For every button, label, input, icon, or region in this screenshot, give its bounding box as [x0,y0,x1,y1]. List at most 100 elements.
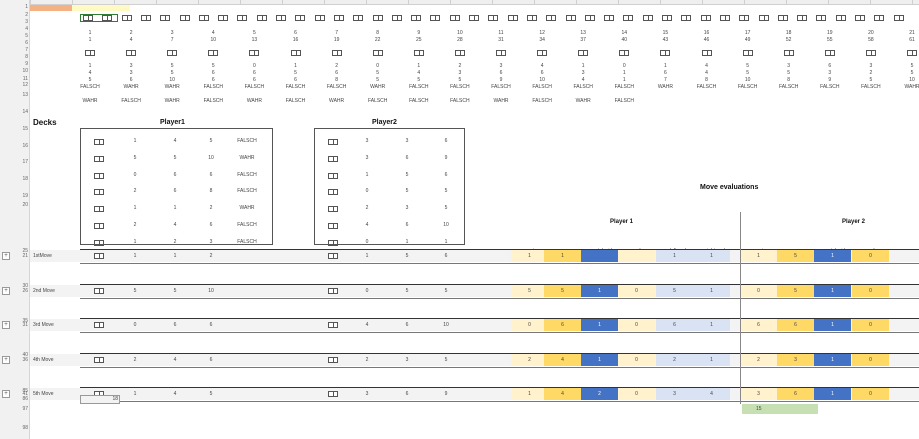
domino-tile-icon [893,15,904,21]
eval-p1-cell[interactable]: 4 [544,354,581,366]
eval-p2-cell[interactable]: 0 [852,250,889,262]
player1-deck-value: 1 [133,138,137,144]
player1-deck-value: 5 [133,154,137,161]
player2-move-value: 5 [405,253,409,259]
eval-p1-cell[interactable]: 1 [581,285,618,297]
eval-p2-cell[interactable]: 0 [852,354,889,366]
expand-row-toggle[interactable]: + [2,356,10,364]
column-header-separator [240,0,241,5]
eval-p2-cell[interactable]: 6 [740,319,777,331]
domino-tile-icon [237,15,248,21]
expand-row-toggle[interactable]: + [2,321,10,329]
eval-p1-cell[interactable]: 1 [656,250,693,262]
player2-deck-value: 0 [365,188,369,195]
eval-p2-cell[interactable]: 1 [814,285,851,297]
top-grid-value: 10 [210,37,217,43]
expand-row-toggle[interactable]: + [2,252,10,260]
player2-deck-value: 6 [405,222,409,228]
eval-p1-cell[interactable]: 1 [693,319,730,331]
eval-p1-cell[interactable]: 4 [693,388,730,400]
eval-p2-cell[interactable]: 0 [852,285,889,297]
eval-p1-cell[interactable] [618,250,655,262]
eval-p2-cell[interactable]: 1 [814,354,851,366]
eval-p1-cell[interactable]: 1 [544,250,581,262]
eval-p1-cell[interactable]: 6 [656,319,693,331]
top-grid-value: 19 [333,37,340,43]
eval-p2-cell[interactable]: 6 [777,319,814,331]
eval-p1-cell[interactable] [581,250,618,262]
top-grid-value: FALSCH [203,84,224,90]
eval-p2-cell[interactable]: 1 [740,250,777,262]
expand-row-toggle[interactable]: + [2,287,10,295]
top-grid-value: 4 [417,70,421,76]
domino-tile-icon [121,15,132,21]
eval-p1-cell[interactable]: 3 [656,388,693,400]
top-grid-value: WAHR [329,98,345,104]
highlight-cell-b1[interactable] [72,5,130,11]
eval-p2-cell[interactable]: 0 [852,388,889,400]
active-cell-outline[interactable] [80,14,118,22]
eval-p1-cell[interactable]: 1 [581,354,618,366]
eval-p1-cell[interactable]: 1 [693,354,730,366]
eval-p2-cell[interactable]: 2 [740,354,777,366]
move-border-bottom [80,332,919,333]
row-number: 3 [25,19,28,25]
eval-p2-cell[interactable]: 3 [777,354,814,366]
domino-tile-icon [855,15,865,21]
eval-p2-cell[interactable]: 6 [777,388,814,400]
eval-p2-cell[interactable]: 5 [777,285,814,297]
eval-p1-cell[interactable]: 1 [511,250,548,262]
top-grid-value: 1 [88,37,92,43]
eval-p1-cell[interactable]: 4 [544,388,581,400]
eval-p1-cell[interactable]: 2 [511,354,548,366]
top-grid-value: 4 [88,70,92,76]
eval-p1-cell[interactable]: 5 [544,285,581,297]
eval-p1-cell[interactable]: 2 [656,354,693,366]
top-grid-value: 7 [664,77,667,83]
top-grid-value: 15 [662,30,669,36]
eval-p2-cell[interactable]: 3 [740,388,777,400]
player1-deck-value: 1 [173,205,177,212]
eval-p1-cell[interactable]: 0 [511,319,548,331]
eval-p2-cell[interactable]: 1 [814,388,851,400]
eval-p2-cell[interactable]: 1 [814,250,851,262]
eval-p1-cell[interactable]: 5 [511,285,548,297]
eval-p1-cell[interactable]: 1 [693,285,730,297]
top-grid-value: 13 [580,30,586,36]
top-grid-value: 5 [787,70,791,76]
player1-move-value: 6 [209,357,213,363]
eval-p1-cell[interactable]: 0 [618,285,655,297]
top-grid-value: 2 [129,30,133,36]
player2-move-value: 5 [405,288,409,294]
player2-deck-value: 3 [365,154,369,161]
domino-tile-icon [907,50,917,56]
eval-p2-cell[interactable]: 1 [814,319,851,331]
player1-deck-value: FALSCH [237,171,257,178]
expand-row-toggle[interactable]: + [2,390,10,398]
top-grid-value: 4 [581,77,585,83]
row-number: 97 [22,406,28,412]
eval-p1-cell[interactable]: 1 [511,388,548,400]
eval-p1-cell[interactable]: 5 [656,285,693,297]
row-number: 85 [22,388,28,394]
eval-p1-cell[interactable]: 2 [581,388,618,400]
eval-p2-cell[interactable]: 5 [777,250,814,262]
player2-total-cell[interactable] [742,404,818,414]
domino-tile-icon [328,253,338,259]
player1-total-cell[interactable] [80,395,120,404]
eval-p1-cell[interactable]: 0 [618,354,655,366]
eval-p2-cell[interactable]: 0 [852,319,889,331]
selected-cell-a1[interactable] [30,5,72,11]
row-number: 19 [22,193,28,199]
top-grid-value: 58 [868,37,874,43]
top-grid-value: 19 [827,30,833,36]
eval-p1-cell[interactable]: 0 [618,388,655,400]
eval-p1-cell[interactable]: 1 [693,250,730,262]
eval-p1-cell[interactable]: 1 [581,319,618,331]
eval-p1-cell[interactable]: 0 [618,319,655,331]
player2-deck-value: 0 [365,238,369,245]
eval-p1-cell[interactable]: 6 [544,319,581,331]
domino-tile-icon [742,50,753,56]
eval-p2-cell[interactable]: 0 [740,285,777,297]
domino-tile-icon [642,15,653,21]
